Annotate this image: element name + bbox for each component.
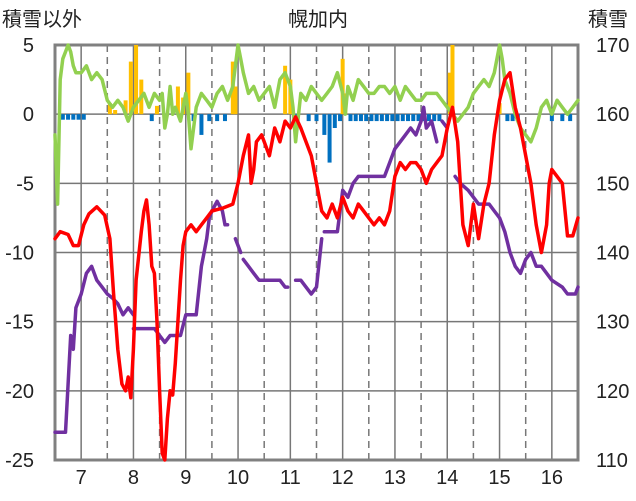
x-tick-label: 11 bbox=[280, 467, 301, 489]
bar-blue bbox=[327, 114, 332, 163]
series-line-purple bbox=[241, 257, 290, 289]
bar-blue bbox=[379, 114, 384, 122]
tick-labels: 5 170 0 160 -5 150 -10 140 -15 130 -20 120 -25 110 7 8 9… bbox=[5, 35, 629, 489]
bar-blue bbox=[66, 114, 71, 120]
x-tick-label: 9 bbox=[180, 467, 191, 489]
chart-title: 幌加内 bbox=[288, 8, 348, 31]
bar-blue bbox=[385, 114, 390, 122]
x-tick-label: 13 bbox=[384, 467, 406, 489]
bar-blue bbox=[353, 114, 358, 122]
series-line-purple bbox=[53, 264, 136, 435]
y-left-tick-label: -15 bbox=[5, 312, 34, 334]
x-tick-label: 16 bbox=[541, 467, 563, 489]
bar-blue bbox=[510, 114, 515, 122]
bar-orange bbox=[113, 110, 118, 115]
bar-blue bbox=[432, 114, 437, 122]
y-right-tick-label: 160 bbox=[596, 104, 629, 126]
y-left-tick-label: -5 bbox=[16, 173, 34, 195]
bar-blue bbox=[411, 114, 416, 122]
y-left-tick-label: -25 bbox=[5, 450, 34, 472]
bar-orange bbox=[154, 105, 159, 115]
y-left-tick-label: 5 bbox=[23, 35, 34, 57]
bar-blue bbox=[390, 114, 395, 122]
grid-lines bbox=[55, 45, 578, 460]
bar-blue bbox=[207, 114, 212, 122]
bar-blue bbox=[306, 114, 311, 122]
series-line-purple bbox=[131, 199, 230, 345]
bar-blue bbox=[568, 114, 573, 122]
bar-blue bbox=[149, 114, 154, 122]
x-tick-label: 12 bbox=[332, 467, 354, 489]
bar-blue bbox=[314, 114, 319, 122]
bar-blue bbox=[400, 114, 405, 122]
bar-blue bbox=[348, 114, 353, 122]
bar-blue bbox=[322, 114, 327, 135]
bar-blue bbox=[199, 114, 204, 135]
series-lines bbox=[53, 43, 580, 462]
y-right-tick-label: 150 bbox=[596, 173, 629, 195]
x-tick-label: 8 bbox=[128, 467, 139, 489]
bar-orange bbox=[447, 72, 452, 115]
bar-blue bbox=[215, 114, 220, 122]
bar-orange bbox=[123, 100, 128, 115]
y-left-label: 積雪以外 bbox=[2, 8, 82, 31]
bar-orange bbox=[186, 72, 191, 115]
x-tick-label: 7 bbox=[76, 467, 87, 489]
bar-orange bbox=[283, 65, 288, 115]
series-line-purple bbox=[453, 174, 580, 296]
bar-blue bbox=[222, 114, 227, 122]
bar-blue bbox=[76, 114, 81, 120]
series-line-purple bbox=[322, 105, 439, 234]
series-line-purple bbox=[293, 236, 324, 296]
plot-frame bbox=[53, 43, 580, 462]
y-right-tick-label: 130 bbox=[596, 312, 629, 334]
bar-orange bbox=[175, 86, 180, 115]
series-line-green bbox=[53, 43, 580, 206]
bar-blue bbox=[369, 114, 374, 122]
bar-orange bbox=[134, 45, 139, 115]
series-line-red bbox=[53, 70, 580, 462]
y-right-tick-label: 140 bbox=[596, 243, 629, 265]
bar-blue bbox=[437, 114, 442, 122]
series-line-purple bbox=[233, 236, 243, 255]
bar-orange bbox=[128, 61, 133, 115]
x-tick-label: 14 bbox=[436, 467, 458, 489]
bar-blue bbox=[71, 114, 76, 120]
y-right-tick-label: 170 bbox=[596, 35, 629, 57]
bar-blue bbox=[338, 114, 343, 122]
bar-blue bbox=[426, 114, 431, 122]
bar-blue bbox=[505, 114, 510, 122]
bar-blue bbox=[549, 114, 554, 122]
bar-orange bbox=[450, 45, 455, 115]
bar-blue bbox=[374, 114, 379, 122]
x-tick-label: 10 bbox=[227, 467, 249, 489]
bar-blue bbox=[60, 114, 65, 120]
bar-blue bbox=[395, 114, 400, 122]
bar-blue bbox=[364, 114, 369, 122]
bar-blue bbox=[358, 114, 363, 122]
x-tick-label: 15 bbox=[488, 467, 510, 489]
y-left-tick-label: 0 bbox=[23, 104, 34, 126]
y-right-tick-label: 120 bbox=[596, 381, 629, 403]
bar-blue bbox=[416, 114, 421, 122]
bar-blue bbox=[560, 114, 565, 122]
bar-blue bbox=[81, 114, 86, 120]
y-left-tick-label: -20 bbox=[5, 381, 34, 403]
y-right-tick-label: 110 bbox=[596, 450, 628, 472]
bar-blue bbox=[332, 114, 337, 128]
y-right-label: 積雪 bbox=[588, 8, 628, 31]
bar-orange bbox=[233, 86, 238, 115]
bar-blue bbox=[406, 114, 411, 122]
bar-orange bbox=[107, 103, 112, 115]
y-left-tick-label: -10 bbox=[5, 243, 34, 265]
